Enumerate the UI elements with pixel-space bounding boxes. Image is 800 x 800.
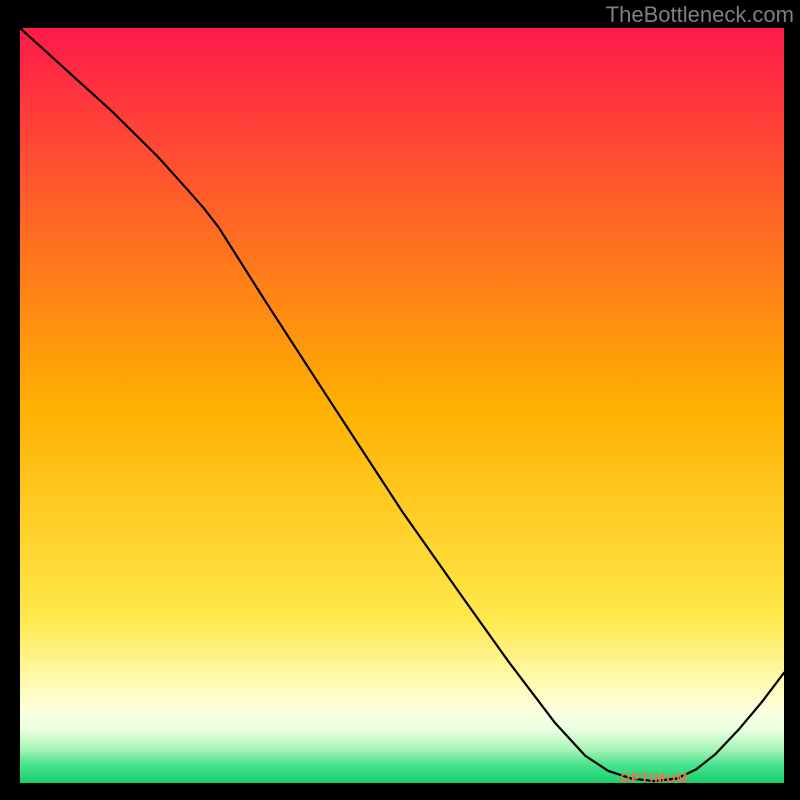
watermark-text: TheBottleneck.com [606,2,794,28]
optimum-label: OPTIMUM [620,770,688,785]
bottleneck-chart: OPTIMUM [0,0,800,800]
stage: OPTIMUM TheBottleneck.com [0,0,800,800]
plot-gradient-fill [20,28,784,783]
